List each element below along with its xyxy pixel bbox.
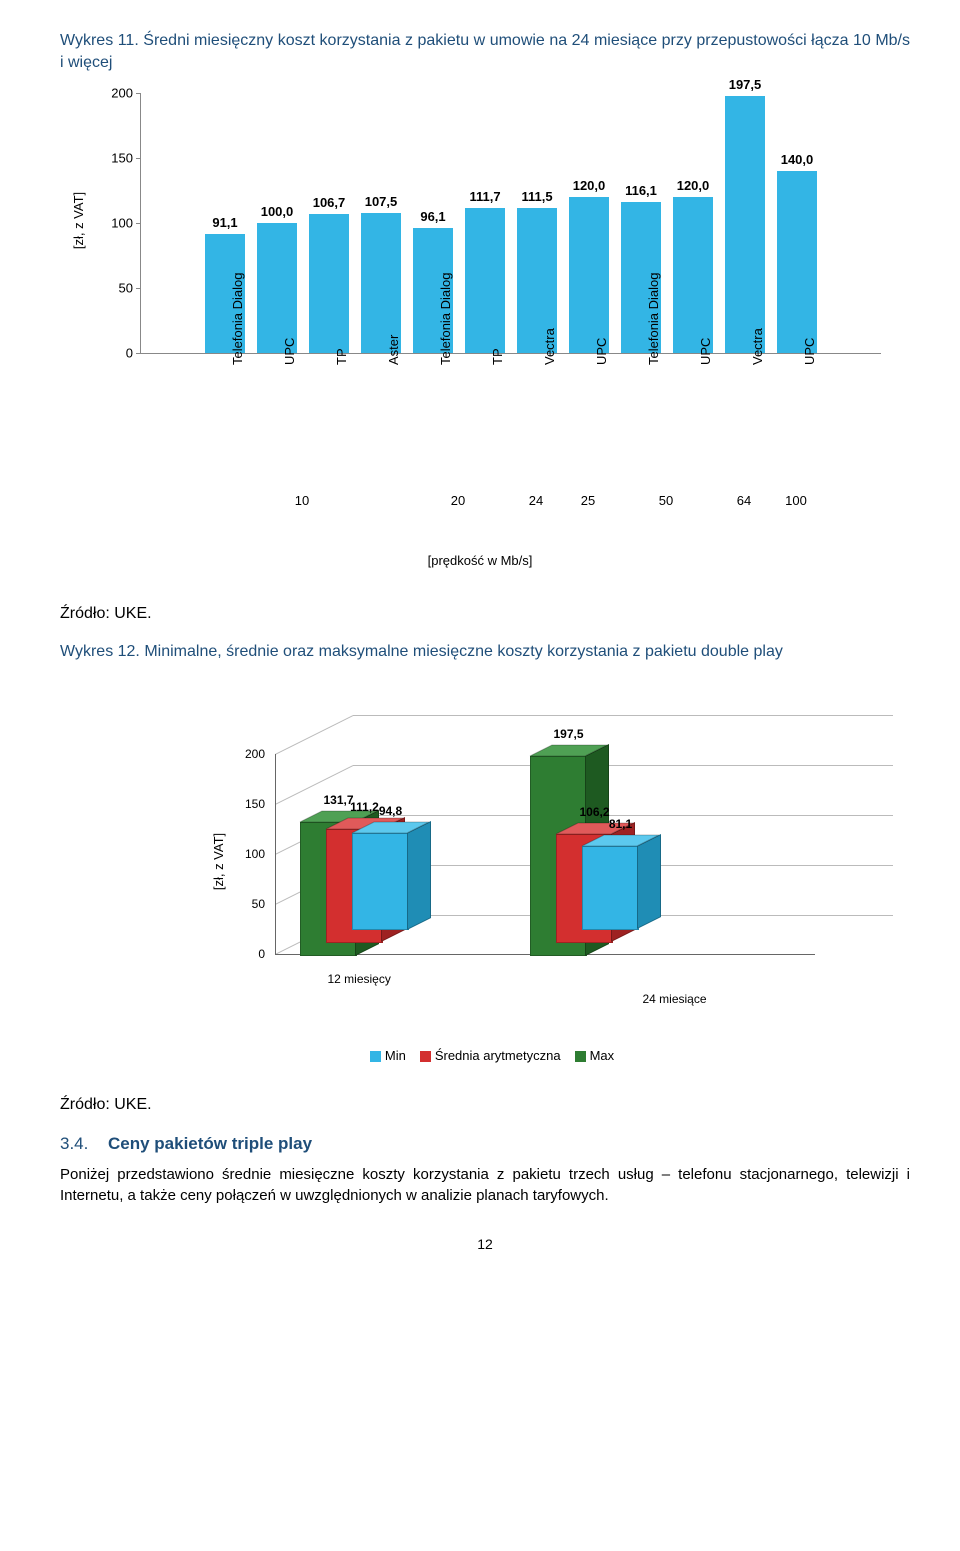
legend-label: Średnia arytmetyczna (435, 1048, 561, 1063)
chart1-bar (257, 223, 297, 353)
chart1-ytick: 100 (93, 215, 133, 230)
chart1-xcat: UPC (594, 337, 609, 364)
chart1-bar (465, 208, 505, 353)
chart2-bar-value: 94,8 (379, 804, 402, 818)
chart2-bar-value: 197,5 (553, 727, 583, 741)
page: Wykres 11. Średni miesięczny koszt korzy… (0, 0, 960, 1282)
chart1-ytick: 50 (93, 280, 133, 295)
fig11-prefix: Wykres 11. (60, 32, 143, 49)
source-2: Źródło: UKE. (60, 1094, 910, 1116)
chart1-xgroup: 10 (295, 493, 309, 508)
chart2-bar-value: 81,1 (609, 817, 632, 831)
chart1-bar (673, 197, 713, 353)
chart2-bar-value: 106,2 (579, 805, 609, 819)
fig11-text: Średni miesięczny koszt korzystania z pa… (60, 32, 910, 71)
chart2-xcat: 12 miesięcy (328, 972, 391, 986)
chart1-xgroup: 25 (581, 493, 595, 508)
chart2-ytick: 50 (225, 897, 265, 911)
chart1-bar (361, 213, 401, 353)
chart1-ytick: 150 (93, 150, 133, 165)
source-1: Źródło: UKE. (60, 603, 910, 625)
chart2-bar-top (352, 822, 407, 844)
legend-label: Min (385, 1048, 406, 1063)
chart1-ylabel: [zł, z VAT] (71, 192, 86, 249)
section-paragraph: Poniżej przedstawiono średnie miesięczne… (60, 1164, 910, 1206)
chart1-bar-value: 120,0 (573, 178, 606, 193)
chart1-ytick: 200 (93, 85, 133, 100)
chart2-ytick: 200 (225, 747, 265, 761)
section-title: Ceny pakietów triple play (108, 1134, 312, 1153)
chart2-xcat: 24 miesiące (643, 992, 707, 1006)
fig12-text: Minimalne, średnie oraz maksymalne miesi… (144, 643, 783, 660)
chart1-bar-value: 111,5 (521, 189, 552, 204)
section-number: 3.4. (60, 1132, 108, 1156)
chart1-bar-value: 96,1 (420, 209, 445, 224)
chart2-bar-front (582, 846, 639, 929)
legend-swatch (370, 1051, 381, 1062)
page-number: 12 (60, 1236, 910, 1252)
chart2-ytick: 150 (225, 797, 265, 811)
chart1-xcat: Aster (386, 334, 401, 364)
chart1-bar-value: 100,0 (261, 204, 294, 219)
chart1-bar (777, 171, 817, 353)
chart1-xcat: Telefonia Dialog (230, 272, 245, 365)
chart1-xcat: UPC (802, 337, 817, 364)
chart1-bar (309, 214, 349, 353)
figure-11-caption: Wykres 11. Średni miesięczny koszt korzy… (60, 30, 910, 75)
chart1-xaxis-title: [prędkość w Mb/s] (60, 553, 900, 568)
chart1-xcat: Vectra (750, 328, 765, 365)
chart1-bar (725, 96, 765, 353)
chart1-bar-value: 111,7 (469, 189, 500, 204)
chart1-xgroup: 24 (529, 493, 543, 508)
chart2-bar-side (407, 821, 431, 930)
chart1-xcat: UPC (282, 337, 297, 364)
chart2-ytick: 0 (225, 947, 265, 961)
chart1-bar-value: 197,5 (729, 77, 762, 92)
chart2-bar-value: 111,2 (350, 800, 379, 814)
chart1-xcat: UPC (698, 337, 713, 364)
chart1-xcat: TP (334, 348, 349, 365)
figure-12-caption: Wykres 12. Minimalne, średnie oraz maksy… (60, 641, 910, 663)
fig12-prefix: Wykres 12. (60, 643, 144, 660)
chart1-xcat: TP (490, 348, 505, 365)
chart1-xcat: Vectra (542, 328, 557, 365)
chart2-ylabel: [zł, z VAT] (211, 832, 226, 889)
legend-label: Max (590, 1048, 615, 1063)
chart1-bar-value: 107,5 (365, 194, 398, 209)
chart2-bar-value: 131,7 (323, 793, 353, 807)
legend-swatch (575, 1051, 586, 1062)
chart2-bar-front (352, 833, 409, 930)
chart1-plot-area: 05010015020091,1100,0106,7107,596,1111,7… (140, 93, 881, 354)
chart1-bar (569, 197, 609, 353)
chart1-xgroup: 100 (785, 493, 807, 508)
chart2-legend: Min Średnia arytmetyczna Max (125, 1034, 845, 1063)
chart1-xgroup: 50 (659, 493, 673, 508)
chart1-bar-value: 106,7 (313, 195, 346, 210)
chart1-bar-value: 120,0 (677, 178, 710, 193)
chart1-xgroup: 20 (451, 493, 465, 508)
chart2-ytick: 100 (225, 847, 265, 861)
legend-swatch (420, 1051, 431, 1062)
bar-chart-2: 0 50 100 150 200 [zł, z VAT] 131,7 197,5 111,2 10… (125, 674, 845, 1074)
chart1-xgroup: 64 (737, 493, 751, 508)
chart2-bar-top (582, 835, 637, 857)
chart1-xcat: Telefonia Dialog (646, 272, 661, 365)
chart1-bar-value: 116,1 (625, 183, 657, 198)
section-heading: 3.4.Ceny pakietów triple play (60, 1132, 910, 1156)
chart2-bar-top (530, 745, 585, 767)
chart1-ytick: 0 (93, 345, 133, 360)
chart1-bar-value: 140,0 (781, 152, 814, 167)
chart1-xcat: Telefonia Dialog (438, 272, 453, 365)
bar-chart-1: [zł, z VAT] 0 50 100 150 200 91,1 100,0 106,7 10… (60, 83, 900, 583)
chart1-bar-value: 91,1 (212, 215, 237, 230)
